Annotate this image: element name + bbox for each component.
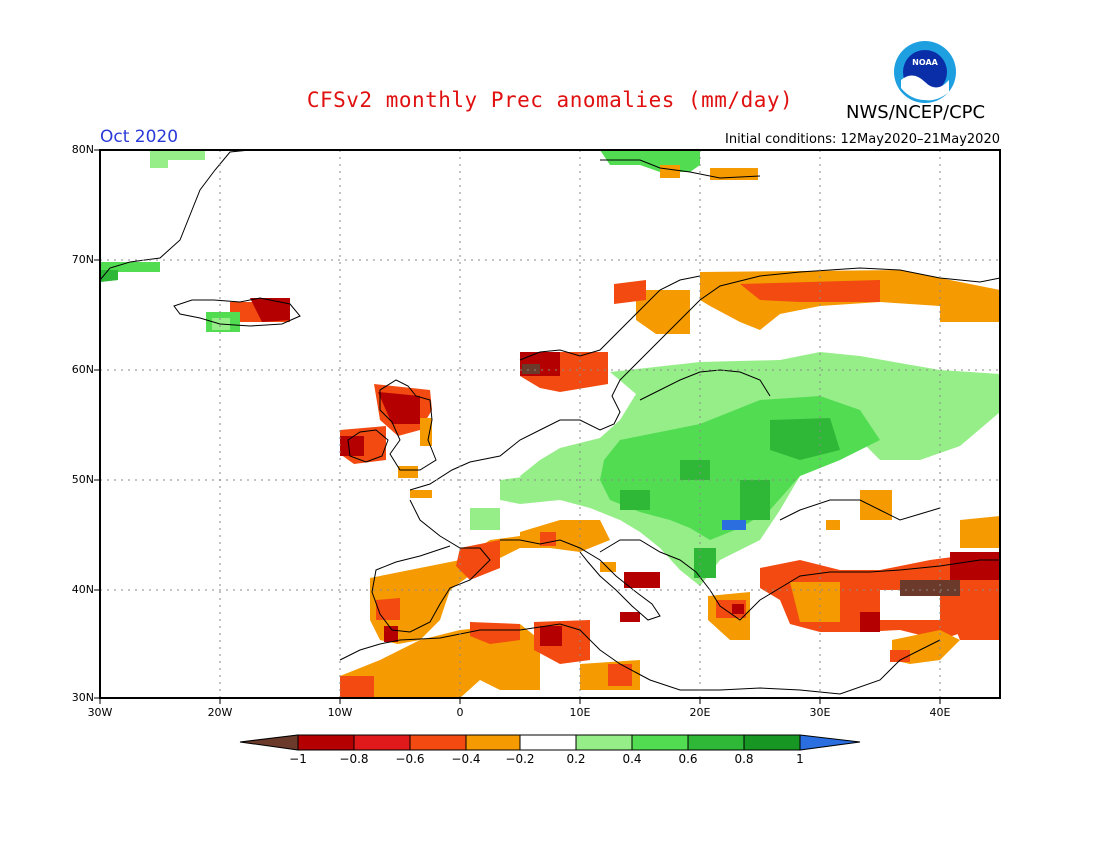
lon-tick-label: 10E	[569, 706, 591, 719]
colorbar-cell	[465, 734, 521, 751]
colorbar-label: 1	[796, 752, 804, 766]
colorbar-label: −0.4	[451, 752, 481, 766]
colorbar-label: −1	[289, 752, 307, 766]
colorbar-high-arrow	[799, 734, 861, 751]
colorbar	[239, 734, 861, 751]
colorbar-label: 0.8	[734, 752, 754, 766]
anomaly-field	[100, 150, 1000, 698]
lon-tick-label: 30W	[87, 706, 113, 719]
lat-tick-label: 50N	[71, 473, 94, 486]
chart-title: CFSv2 monthly Prec anomalies (mm/day)	[306, 88, 794, 112]
lon-tick-label: 20E	[689, 706, 711, 719]
lat-tick-label: 30N	[71, 691, 94, 704]
colorbar-low-arrow	[239, 734, 299, 751]
lat-tick-label: 80N	[71, 143, 94, 156]
agency-label: NWS/NCEP/CPC	[846, 102, 986, 123]
colorbar-label: −0.6	[395, 752, 425, 766]
lon-tick-label: 40E	[929, 706, 951, 719]
colorbar-cell	[409, 734, 467, 751]
lon-tick-label: 20W	[207, 706, 233, 719]
colorbar-cell	[743, 734, 801, 751]
lat-tick-label: 60N	[71, 363, 94, 376]
colorbar-cell	[519, 734, 577, 751]
axis-ticks	[94, 149, 941, 704]
colorbar-cell	[297, 734, 355, 751]
gridlines	[100, 150, 1000, 698]
initial-conditions: Initial conditions: 12May2020–21May2020	[725, 132, 1000, 147]
noaa-logo: NOAA	[893, 40, 957, 104]
coastlines	[99, 149, 1001, 695]
lon-tick-label: 30E	[809, 706, 831, 719]
colorbar-cell	[687, 734, 745, 751]
noaa-logo-text: NOAA	[912, 58, 938, 67]
colorbar-cell	[353, 734, 411, 751]
colorbar-cell	[575, 734, 633, 751]
lat-tick-label: 40N	[71, 583, 94, 596]
colorbar-label: 0.2	[566, 752, 586, 766]
colorbar-label: −0.2	[505, 752, 535, 766]
lon-tick-label: 0	[456, 706, 464, 719]
map-frame	[99, 149, 1001, 699]
colorbar-label: 0.6	[678, 752, 698, 766]
lon-tick-label: 10W	[327, 706, 353, 719]
colorbar-label: −0.8	[339, 752, 369, 766]
colorbar-cell	[631, 734, 689, 751]
lat-tick-label: 70N	[71, 253, 94, 266]
colorbar-label: 0.4	[622, 752, 642, 766]
forecast-month: Oct 2020	[100, 127, 179, 147]
